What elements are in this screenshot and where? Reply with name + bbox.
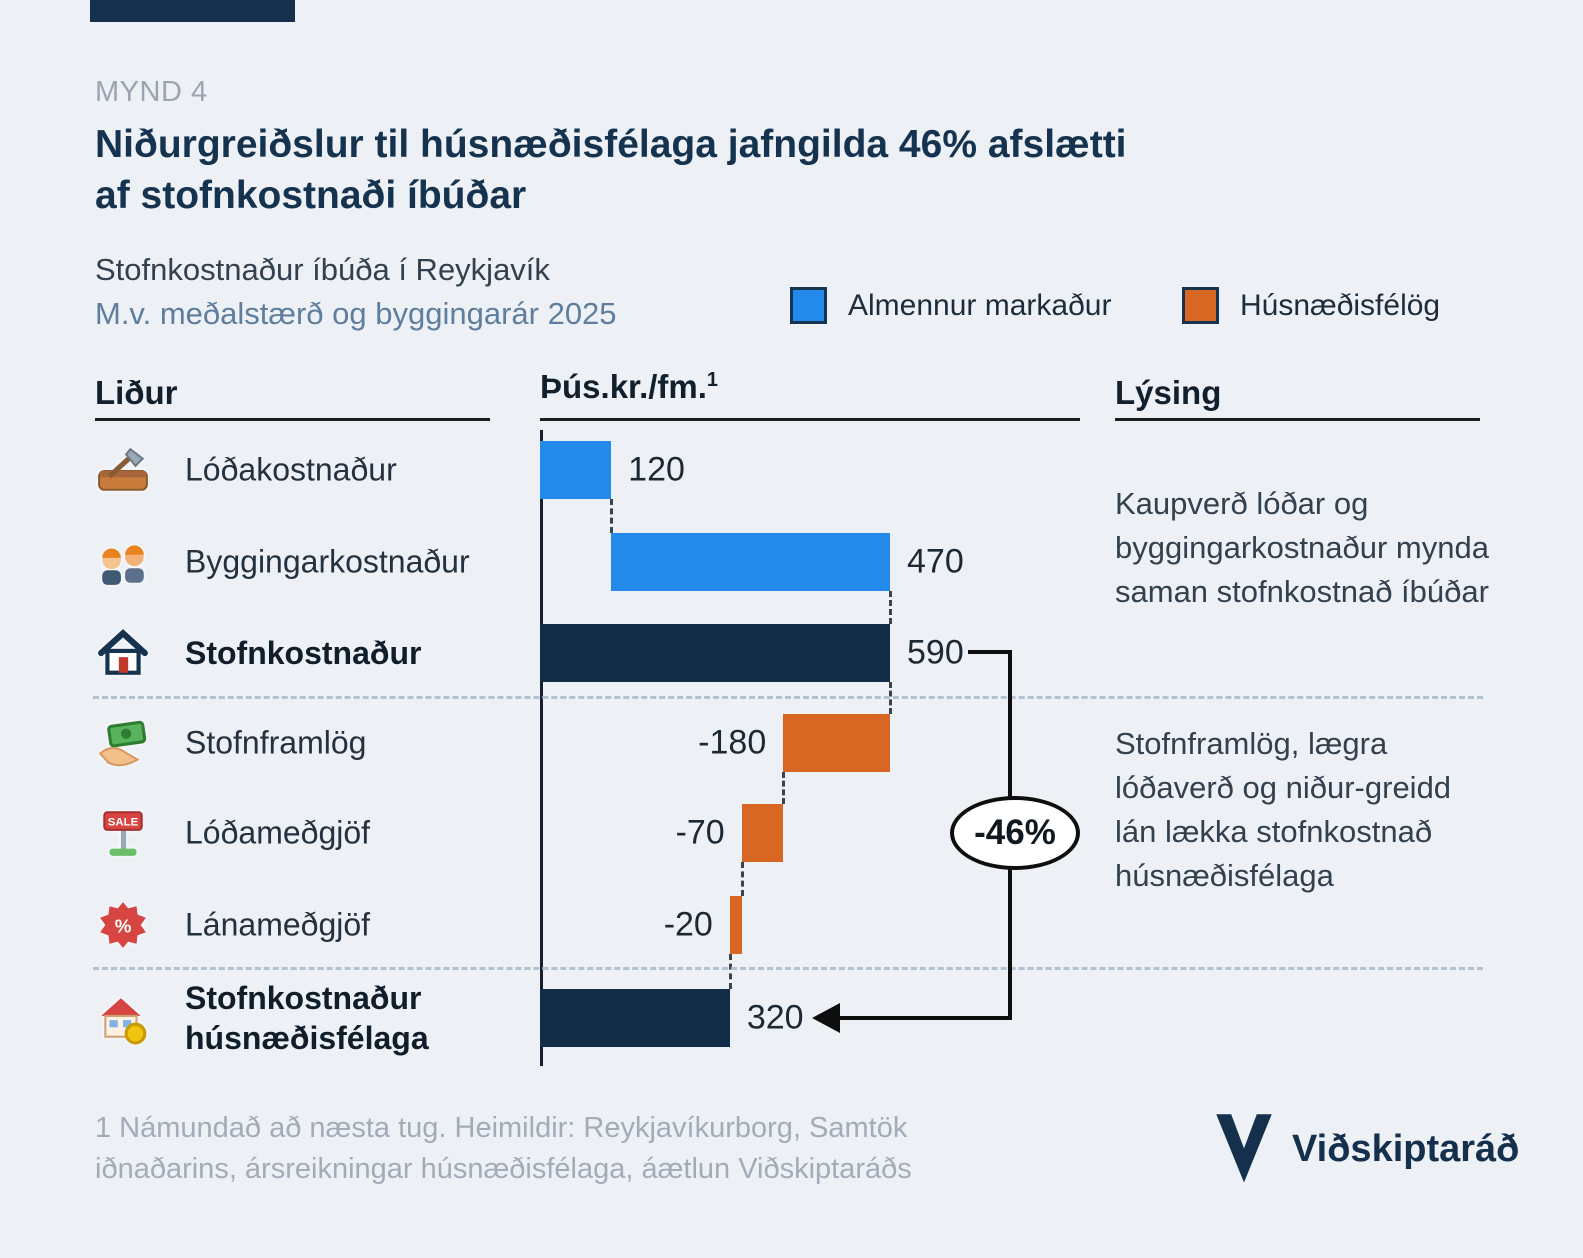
bar-money-hand xyxy=(783,714,890,772)
unit-label: Þús.kr./fm. xyxy=(540,368,707,405)
bar-connector xyxy=(610,499,614,533)
bar-soil-shovel xyxy=(540,441,612,499)
row-label-stofnkostnadur: Stofnkostnaður xyxy=(185,635,422,671)
arrow-head-icon xyxy=(812,1003,840,1033)
page-title: Niðurgreiðslur til húsnæðisfélaga jafngi… xyxy=(95,120,1127,221)
column-rule-middle xyxy=(540,418,1080,421)
house-icon xyxy=(96,626,150,680)
column-rule-right xyxy=(1115,418,1480,421)
sale-sign-icon: SALE xyxy=(96,806,150,860)
bar-connector xyxy=(728,954,732,989)
bar-house xyxy=(540,624,890,682)
header-accent-block xyxy=(90,0,295,22)
bar-connector xyxy=(889,591,892,624)
discount-annotation: -46% xyxy=(950,796,1080,870)
page-title-line2: af stofnkostnaði íbúðar xyxy=(95,173,527,217)
row-label-lodakostnadur: Lóðakostnaður xyxy=(185,451,397,488)
column-header-description: Lýsing xyxy=(1115,374,1222,411)
chart-subtitle: M.v. meðalstærð og byggingarár 2025 xyxy=(95,296,617,331)
arrow-segment-bottom xyxy=(836,1016,1012,1020)
bar-connector xyxy=(740,862,744,896)
column-header-items: Liður xyxy=(95,374,178,411)
bar-percent-badge xyxy=(729,896,742,954)
arrow-segment-top xyxy=(968,650,1012,654)
brand-name: Viðskiptaráð xyxy=(1292,1128,1520,1170)
figure-label: MYND 4 xyxy=(95,76,208,108)
row-label-stofnframlog: Stofnframlög xyxy=(185,724,367,761)
footnote: 1 Námundað að næsta tug. Heimildir: Reyk… xyxy=(95,1108,912,1189)
percent-badge-icon: % xyxy=(96,898,150,952)
house-coin-icon xyxy=(96,991,150,1045)
legend-swatch-housing xyxy=(1182,287,1219,324)
bar-house-coin xyxy=(540,989,730,1047)
row-label-stofnkostnadur-husnaedisfelaga: Stofnkostnaður húsnæðisfélaga xyxy=(185,980,429,1056)
soil-shovel-icon xyxy=(96,443,150,497)
bar-value-label: 470 xyxy=(907,542,964,581)
section-separator-bottom xyxy=(93,967,1483,970)
row-label-lodamedgjof: Lóðameðgjöf xyxy=(185,814,371,851)
chart-title: Stofnkostnaður íbúða í Reykjavík xyxy=(95,252,550,287)
bar-value-label: -180 xyxy=(698,723,767,762)
legend-label-housing: Húsnæðisfélög xyxy=(1240,289,1441,322)
description-bottom: Stofnframlög, lægra lóðaverð og niður-gr… xyxy=(1115,726,1452,894)
footnote-line1: 1 Námundað að næsta tug. Heimildir: Reyk… xyxy=(95,1112,908,1144)
bar-construction-workers xyxy=(611,533,890,591)
chart-axis-line xyxy=(540,430,543,1066)
money-hand-icon xyxy=(96,716,150,770)
column-header-unit: Þús.kr./fm.1 xyxy=(540,368,718,406)
bar-value-label: 320 xyxy=(746,998,804,1037)
svg-text:%: % xyxy=(115,915,132,936)
bar-value-label: 120 xyxy=(628,450,685,489)
column-rule-left xyxy=(95,418,490,421)
footnote-line2: iðnaðarins, ársreikningar húsnæðisfélaga… xyxy=(95,1152,912,1185)
legend-label-market: Almennur markaður xyxy=(848,289,1112,322)
row-label-byggingarkostnadur: Byggingarkostnaður xyxy=(185,543,470,580)
bar-value-label: -20 xyxy=(663,905,713,944)
section-separator-top xyxy=(93,696,1483,699)
bar-value-label: 590 xyxy=(907,633,964,672)
legend-swatch-market xyxy=(790,287,827,324)
construction-workers-icon xyxy=(96,535,150,589)
row-label-lanamedgjof: Lánameðgjöf xyxy=(185,906,371,943)
description-top: Kaupverð lóðar og byggingarkostnaður myn… xyxy=(1115,486,1489,610)
page-title-line1: Niðurgreiðslur til húsnæðisfélaga jafngi… xyxy=(95,123,1127,166)
bar-connector xyxy=(782,772,786,804)
svg-text:SALE: SALE xyxy=(108,817,139,829)
bar-sale-sign xyxy=(741,804,784,862)
bar-value-label: -70 xyxy=(675,813,725,852)
unit-footnote-marker: 1 xyxy=(706,369,719,391)
vidskiptarad-logo-icon xyxy=(1212,1110,1276,1184)
